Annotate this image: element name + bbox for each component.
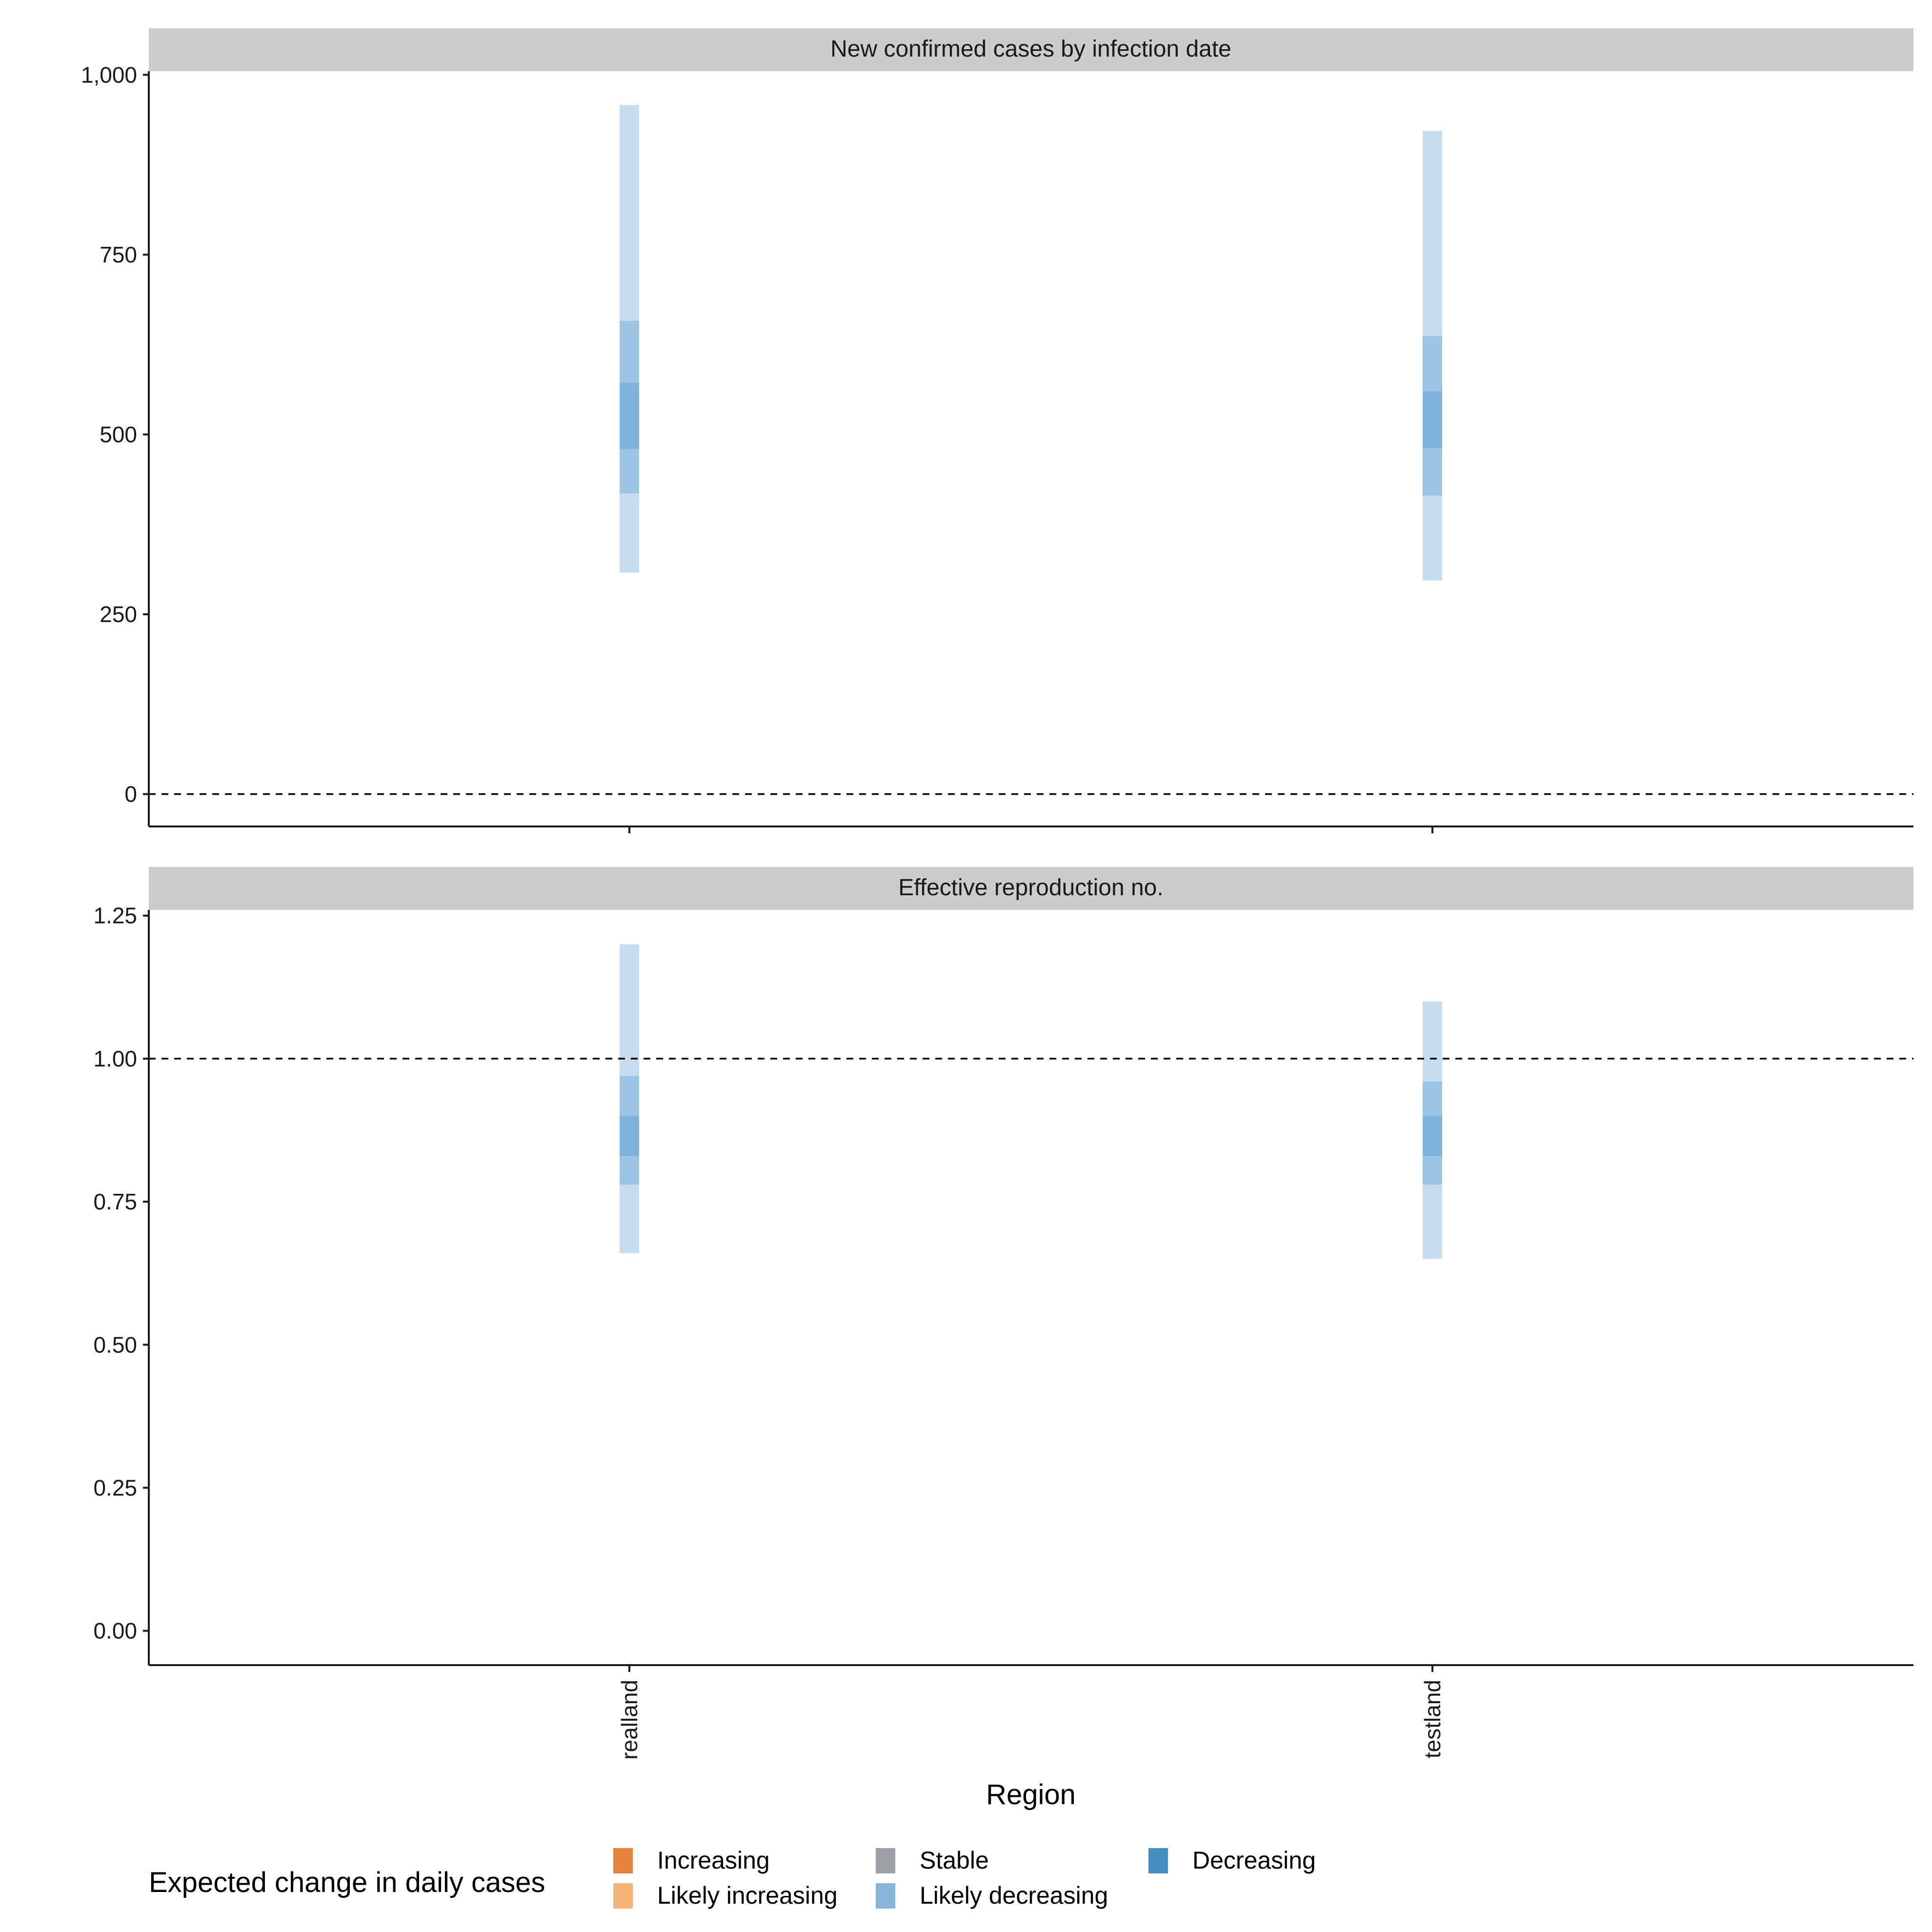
interval-bar-testland-3 <box>1423 1116 1442 1156</box>
legend-label: Likely decreasing <box>920 1882 1108 1909</box>
y-axis: 0 250 500 750 1,000 <box>81 62 149 807</box>
x-axis-title: Region <box>986 1779 1076 1811</box>
interval-bar-testland-2 <box>1423 336 1442 496</box>
y-tick-label: 1,000 <box>81 62 137 87</box>
panel-reproduction-number: Effective reproduction no. 0.000.250.500… <box>93 867 1913 1760</box>
panel-new-cases: New confirmed cases by infection date 0 2… <box>81 28 1913 833</box>
interval-bar-realland-1 <box>620 944 639 1253</box>
x-tick-label-testland: testland <box>1420 1680 1445 1758</box>
interval-bar-realland-1 <box>620 105 639 573</box>
legend-label: Increasing <box>657 1847 770 1874</box>
legend-swatch-decreasing <box>1148 1848 1168 1873</box>
x-tick-label-realland: realland <box>617 1680 642 1760</box>
interval-bar-testland-2 <box>1423 1081 1442 1185</box>
legend: Expected change in daily cases Increasin… <box>149 1847 1316 1909</box>
interval-bar-testland-3 <box>1423 391 1442 448</box>
panel-strip <box>149 28 1913 71</box>
y-tick-label: 1.25 <box>93 903 137 928</box>
interval-bar-testland-1 <box>1423 1001 1442 1259</box>
panel-title: Effective reproduction no. <box>898 875 1163 901</box>
panel-title: New confirmed cases by infection date <box>830 36 1231 62</box>
y-tick-label: 750 <box>100 242 137 267</box>
legend-label: Likely increasing <box>657 1882 838 1909</box>
y-tick-label: 0.25 <box>93 1475 137 1500</box>
interval-bar-realland-3 <box>620 382 639 449</box>
interval-bar-realland-3 <box>620 1116 639 1156</box>
y-tick-label: 1.00 <box>93 1046 137 1071</box>
panel-strip <box>149 867 1913 910</box>
interval-bar-realland-2 <box>620 1076 639 1185</box>
interval-marks <box>620 944 1442 1259</box>
legend-label: Stable <box>920 1847 989 1874</box>
x-axis-labels: realland testland <box>617 1680 1445 1760</box>
y-tick-label: 0 <box>124 782 137 807</box>
y-tick-label: 0.75 <box>93 1189 137 1214</box>
y-tick-label: 250 <box>100 602 137 627</box>
legend-label: Decreasing <box>1192 1847 1316 1874</box>
interval-marks <box>620 105 1442 581</box>
y-tick-label: 500 <box>100 422 137 447</box>
legend-swatch-likely-increasing <box>613 1883 633 1909</box>
x-axis-ticks <box>628 826 1433 833</box>
legend-title: Expected change in daily cases <box>149 1867 545 1898</box>
y-axis: 0.00 0.25 0.50 0.75 1.00 1.25 <box>93 903 149 1644</box>
interval-bar-testland-1 <box>1423 131 1442 581</box>
legend-items: Increasing Likely increasing Stable Likely … <box>613 1847 1316 1909</box>
legend-swatch-stable <box>876 1848 895 1873</box>
y-tick-label: 0.00 <box>93 1618 137 1644</box>
y-tick-label: 0.50 <box>93 1332 137 1357</box>
legend-swatch-increasing <box>613 1848 633 1873</box>
interval-bar-realland-2 <box>620 321 639 494</box>
legend-swatch-likely-decreasing <box>876 1883 895 1909</box>
x-axis-ticks <box>628 1665 1433 1672</box>
